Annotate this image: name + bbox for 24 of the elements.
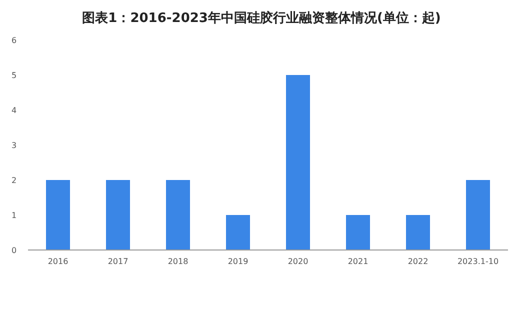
bar [46,180,70,250]
x-tick-label: 2016 [48,257,68,266]
bar [346,215,370,250]
y-tick-label: 3 [11,141,17,150]
y-tick-label: 4 [11,106,17,115]
x-tick-label: 2020 [288,257,308,266]
x-tick-label: 2022 [408,257,428,266]
x-tick-label: 2017 [108,257,128,266]
x-tick-label: 2019 [228,257,248,266]
y-tick-label: 2 [11,176,17,185]
x-tick-label: 2021 [348,257,368,266]
x-tick-label: 2023.1-10 [457,257,499,266]
x-tick-label: 2018 [168,257,188,266]
y-tick-label: 1 [11,211,17,220]
bar [226,215,250,250]
y-tick-label: 5 [11,71,17,80]
bar [106,180,130,250]
bar [466,180,490,250]
bar [286,75,310,250]
bar [166,180,190,250]
y-tick-label: 0 [11,246,17,255]
chart-title: 图表1：2016-2023年中国硅胶行业融资整体情况(单位：起) [82,10,441,26]
bar [406,215,430,250]
y-tick-label: 6 [11,36,17,45]
